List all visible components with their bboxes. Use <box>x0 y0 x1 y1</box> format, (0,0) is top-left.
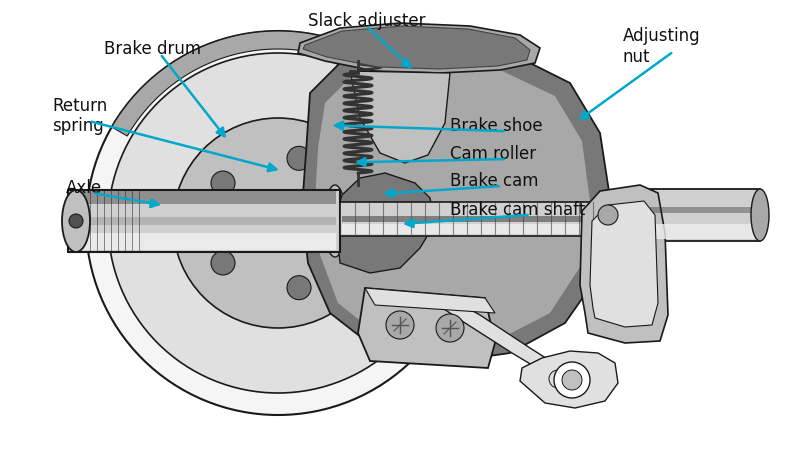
Circle shape <box>436 314 464 342</box>
Polygon shape <box>335 174 435 274</box>
FancyBboxPatch shape <box>72 233 336 250</box>
Text: Axle: Axle <box>66 179 102 196</box>
Circle shape <box>549 370 567 388</box>
FancyBboxPatch shape <box>622 207 758 213</box>
Circle shape <box>173 119 383 328</box>
Polygon shape <box>298 24 540 74</box>
FancyBboxPatch shape <box>620 189 760 242</box>
Circle shape <box>69 214 83 229</box>
Text: Cam roller: Cam roller <box>450 145 537 163</box>
Text: Adjusting
nut: Adjusting nut <box>622 27 700 66</box>
Polygon shape <box>315 66 590 349</box>
Polygon shape <box>303 27 530 70</box>
FancyBboxPatch shape <box>340 203 620 237</box>
Polygon shape <box>520 351 618 408</box>
Circle shape <box>211 251 235 275</box>
FancyBboxPatch shape <box>68 191 340 252</box>
Circle shape <box>542 363 574 395</box>
FancyBboxPatch shape <box>72 192 336 204</box>
Text: Brake cam: Brake cam <box>450 172 539 189</box>
Polygon shape <box>112 32 444 137</box>
Circle shape <box>287 276 311 300</box>
Polygon shape <box>590 201 658 327</box>
Polygon shape <box>435 298 568 391</box>
Circle shape <box>334 212 358 236</box>
Text: Slack adjuster: Slack adjuster <box>308 12 425 30</box>
Text: Brake shoe: Brake shoe <box>450 117 543 135</box>
Ellipse shape <box>751 189 769 242</box>
Circle shape <box>562 370 582 390</box>
Polygon shape <box>302 49 610 363</box>
FancyBboxPatch shape <box>342 224 618 234</box>
Ellipse shape <box>62 191 90 252</box>
Polygon shape <box>358 288 495 368</box>
FancyBboxPatch shape <box>622 225 758 239</box>
FancyBboxPatch shape <box>342 217 618 223</box>
Circle shape <box>211 172 235 195</box>
Polygon shape <box>365 288 495 313</box>
Text: Return
spring: Return spring <box>52 96 107 135</box>
Circle shape <box>598 206 618 225</box>
Text: Brake drum: Brake drum <box>104 40 201 57</box>
Circle shape <box>86 32 470 415</box>
Circle shape <box>108 54 448 393</box>
Polygon shape <box>580 186 668 343</box>
Circle shape <box>287 147 311 171</box>
Text: Brake cam shaft: Brake cam shaft <box>450 200 586 218</box>
FancyBboxPatch shape <box>72 218 336 225</box>
Ellipse shape <box>324 186 346 257</box>
Circle shape <box>386 311 414 339</box>
Polygon shape <box>350 72 450 163</box>
Circle shape <box>554 362 590 398</box>
Circle shape <box>250 195 306 251</box>
